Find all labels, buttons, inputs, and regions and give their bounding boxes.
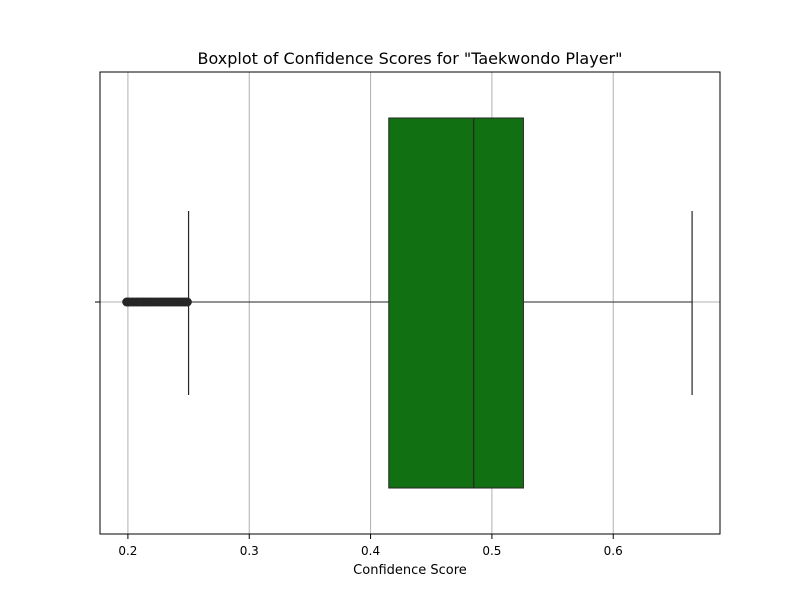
x-tick-label: 0.6 bbox=[604, 544, 623, 558]
x-tick-label: 0.2 bbox=[118, 544, 137, 558]
x-axis-ticks: 0.2 0.3 0.4 0.5 0.6 bbox=[118, 534, 623, 558]
x-tick-label: 0.5 bbox=[482, 544, 501, 558]
x-tick-label: 0.4 bbox=[361, 544, 380, 558]
iqr-box bbox=[388, 117, 524, 489]
outlier-point bbox=[182, 297, 192, 307]
outlier-points bbox=[122, 297, 192, 307]
x-tick-label: 0.3 bbox=[240, 544, 259, 558]
x-axis-label: Confidence Score bbox=[353, 563, 467, 578]
plot-frame bbox=[99, 71, 721, 535]
box-group bbox=[122, 117, 693, 489]
chart-title: Boxplot of Confidence Scores for "Taekwo… bbox=[198, 49, 623, 68]
